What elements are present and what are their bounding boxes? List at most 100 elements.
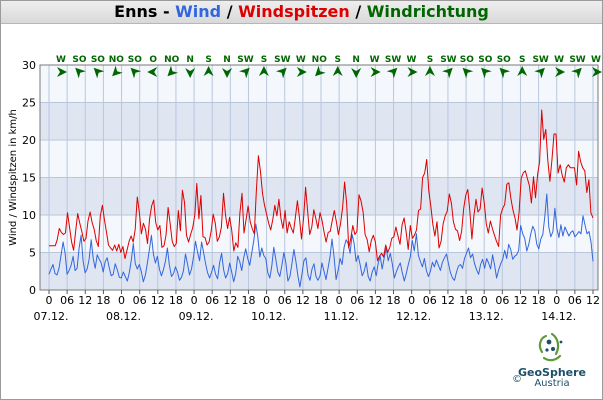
x-tick-label: 06	[205, 294, 219, 307]
direction-arrow	[185, 68, 196, 78]
direction-arrow	[332, 66, 343, 76]
arrow-head-icon	[258, 66, 269, 76]
x-tick-label: 18	[169, 294, 183, 307]
title-station: Enns	[114, 2, 158, 21]
x-tick-label: 06	[350, 294, 364, 307]
direction-label: NO	[164, 55, 180, 65]
date-label: 11.12.	[324, 310, 359, 323]
x-tick-label: 0	[481, 294, 488, 307]
x-tick-label: 12	[151, 294, 165, 307]
x-tick-label: 18	[241, 294, 255, 307]
direction-arrow	[351, 68, 362, 78]
arrow-head-icon	[130, 67, 142, 79]
direction-arrow	[592, 67, 602, 77]
direction-arrow	[203, 66, 214, 76]
plot-area	[39, 64, 599, 291]
date-label: 13.12.	[469, 310, 504, 323]
direction-label: S	[261, 55, 267, 65]
y-tick-label: 20	[22, 134, 36, 147]
arrow-head-icon	[296, 67, 307, 77]
date-label: 07.12.	[34, 310, 69, 323]
title-direction: Windrichtung	[366, 2, 489, 21]
geosphere-logo-icon	[538, 332, 563, 362]
direction-label: N	[352, 55, 360, 65]
arrow-head-icon	[592, 67, 602, 77]
arrow-head-icon	[332, 66, 343, 76]
x-tick-label: 06	[423, 294, 437, 307]
arrow-head-icon	[147, 67, 158, 77]
direction-arrow	[370, 67, 381, 77]
direction-label: W	[554, 55, 564, 65]
arrow-head-icon	[517, 66, 528, 76]
copyright-symbol: ©	[512, 374, 522, 385]
series-lines	[48, 109, 594, 288]
direction-label: SO	[478, 55, 492, 65]
direction-label: W	[370, 55, 380, 65]
x-tick-label: 12	[513, 294, 527, 307]
y-tick-label: 25	[22, 97, 36, 110]
direction-label: S	[427, 55, 433, 65]
arrow-head-icon	[370, 67, 381, 77]
x-tick-label: 12	[368, 294, 382, 307]
date-label: 08.12.	[106, 310, 141, 323]
arrow-head-icon	[407, 67, 418, 77]
arrow-head-icon	[93, 67, 105, 79]
series-line-windspitzen	[49, 109, 594, 262]
direction-label: N	[223, 55, 231, 65]
direction-label: SW	[569, 55, 585, 65]
direction-label: S	[519, 55, 525, 65]
direction-label: O	[149, 55, 157, 65]
x-tick-label: 12	[586, 294, 600, 307]
band	[40, 177, 598, 215]
direction-arrow	[258, 66, 269, 76]
direction-arrow	[112, 65, 123, 77]
direction-label: W	[407, 55, 417, 65]
chart-title: Enns - Wind / Windspitzen / Windrichtung	[1, 1, 602, 24]
x-tick-label: 0	[553, 294, 560, 307]
x-tick-label: 06	[495, 294, 509, 307]
x-tick-label: 18	[387, 294, 401, 307]
title-gust: Windspitzen	[238, 2, 350, 21]
title-separator: /	[221, 2, 239, 21]
direction-arrow	[147, 67, 158, 77]
direction-arrow	[424, 66, 435, 76]
arrow-head-icon	[203, 66, 214, 76]
logo-name: GeoSphere	[517, 366, 587, 379]
x-tick-label: 18	[532, 294, 546, 307]
direction-label: W	[591, 55, 601, 65]
arrow-head-icon	[167, 65, 179, 77]
direction-label: S	[205, 55, 211, 65]
direction-label: NO	[312, 55, 328, 65]
x-tick-label: 0	[408, 294, 415, 307]
x-tick-label: 12	[223, 294, 237, 307]
x-tick-label: 0	[46, 294, 53, 307]
y-axis-ticks: 0 5 10 15 20 25 30	[22, 59, 36, 297]
direction-arrow	[555, 67, 566, 77]
title-separator: /	[349, 2, 367, 21]
direction-label: SW	[532, 55, 548, 65]
date-label: 09.12.	[179, 310, 214, 323]
direction-label: SW	[274, 55, 290, 65]
direction-label: SO	[460, 55, 474, 65]
x-tick-label: 06	[60, 294, 74, 307]
x-tick-label: 06	[568, 294, 582, 307]
direction-label: N	[186, 55, 194, 65]
date-labels: 07.12. 08.12. 09.12. 10.12. 11.12. 12.12. 13.1…	[34, 310, 577, 323]
direction-label: SO	[91, 55, 105, 65]
logo-country: Austria	[534, 378, 570, 389]
x-axis-ticks: 0 06 12 18 0 06 12 18 0 06 12 18 0 06 12 18 0 06 12 18 0 06 12…	[46, 290, 600, 307]
direction-label: NO	[109, 55, 125, 65]
x-tick-label: 06	[278, 294, 292, 307]
arrow-head-icon	[555, 67, 566, 77]
x-tick-label: 18	[96, 294, 110, 307]
date-label: 12.12.	[396, 310, 431, 323]
direction-label: SW	[385, 55, 401, 65]
direction-arrow	[222, 68, 233, 78]
y-tick-label: 0	[29, 284, 36, 297]
direction-label: SW	[440, 55, 456, 65]
x-tick-label: 06	[133, 294, 147, 307]
direction-arrow	[130, 67, 142, 79]
x-tick-label: 18	[459, 294, 473, 307]
direction-arrow	[239, 67, 250, 79]
direction-arrow	[57, 67, 67, 77]
